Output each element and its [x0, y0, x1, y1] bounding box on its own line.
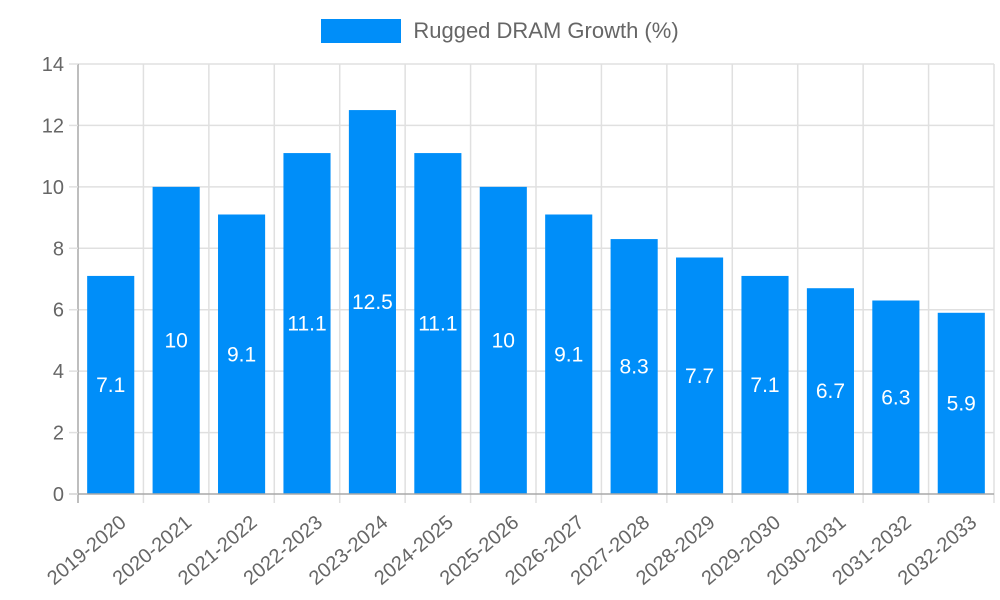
bar[interactable] — [806, 288, 854, 494]
bar[interactable] — [872, 300, 920, 495]
y-tick-label: 6 — [53, 300, 64, 322]
y-tick-label: 12 — [42, 115, 64, 137]
bar[interactable] — [152, 186, 200, 494]
legend-label: Rugged DRAM Growth (%) — [413, 18, 679, 43]
bar-value-label: 7.1 — [750, 374, 779, 397]
bar[interactable] — [414, 153, 462, 495]
bar[interactable] — [283, 153, 331, 495]
gridlines — [78, 63, 995, 503]
bar-value-label: 10 — [492, 329, 515, 352]
chart-legend[interactable]: Rugged DRAM Growth (%) — [0, 18, 1000, 44]
legend-swatch — [321, 19, 402, 43]
y-tick-label: 2 — [53, 423, 64, 445]
bar-value-label: 6.7 — [816, 380, 845, 403]
bar-value-label: 9.1 — [554, 343, 583, 366]
bar-value-label: 5.9 — [947, 392, 976, 415]
bar[interactable] — [610, 239, 658, 494]
bar-value-label: 7.1 — [96, 374, 125, 397]
y-tick-label: 0 — [53, 484, 64, 506]
bar[interactable] — [937, 312, 985, 494]
bar[interactable] — [87, 275, 135, 494]
bar[interactable] — [545, 214, 593, 495]
bar[interactable] — [741, 275, 789, 494]
bar[interactable] — [218, 214, 266, 495]
bar-value-label: 7.7 — [685, 365, 714, 388]
bar-value-label: 6.3 — [881, 386, 910, 409]
bar[interactable] — [479, 186, 527, 494]
bar-value-label: 11.1 — [287, 313, 326, 336]
bar-value-label: 12.5 — [352, 291, 393, 314]
bar-value-label: 8.3 — [620, 356, 649, 379]
bar-value-label: 11.1 — [418, 313, 457, 336]
x-axis-ticks: 2019-20202020-20212021-20222022-20232023… — [43, 511, 981, 589]
data-labels: 7.1 10 9.1 11.1 12.5 11.1 10 9.1 8.3 7.7 7.1 6.7 6.3… — [96, 291, 976, 415]
axes — [69, 64, 994, 503]
y-tick-label: 10 — [42, 177, 64, 199]
y-tick-label: 14 — [42, 54, 64, 76]
y-tick-label: 8 — [53, 238, 64, 260]
bar-value-label: 9.1 — [227, 343, 256, 366]
bar[interactable] — [676, 257, 724, 495]
bar[interactable] — [348, 110, 396, 495]
bars — [87, 110, 985, 495]
bar-value-label: 10 — [164, 329, 187, 352]
y-axis-ticks: 0 2 4 6 8 10 12 14 — [42, 54, 78, 506]
y-tick-label: 4 — [53, 361, 64, 383]
